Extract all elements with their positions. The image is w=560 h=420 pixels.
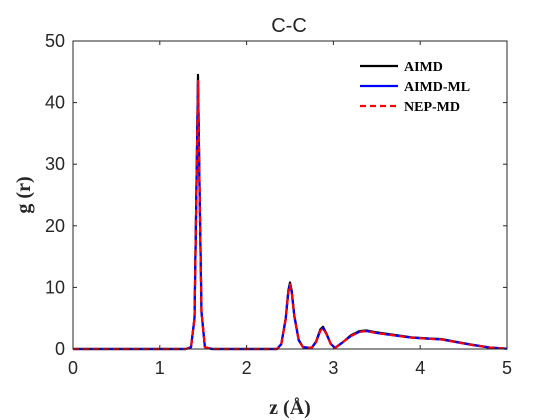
y-tick-label: 10 — [45, 277, 65, 297]
y-axis: 0 10 20 30 40 50 — [45, 31, 507, 359]
series-line-aimd — [73, 73, 508, 351]
x-tick-label: 0 — [68, 358, 78, 378]
x-axis-label: z (Å) — [269, 396, 311, 419]
x-axis: 0 1 2 3 4 5 — [68, 41, 512, 378]
legend-label: AIMD-ML — [404, 80, 470, 95]
x-tick-label: 2 — [242, 358, 252, 378]
x-tick-label: 4 — [415, 358, 425, 378]
series-line-nep-md — [73, 79, 508, 351]
x-tick-label: 3 — [328, 358, 338, 378]
x-tick-label: 5 — [502, 358, 512, 378]
y-tick-label: 20 — [45, 216, 65, 236]
y-axis-label: g (r) — [13, 176, 35, 213]
y-tick-label: 0 — [55, 339, 65, 359]
series-layer — [73, 73, 508, 351]
x-tick-label: 1 — [155, 358, 165, 378]
plot-frame — [72, 40, 508, 350]
y-tick-label: 30 — [45, 154, 65, 174]
y-tick-label: 40 — [45, 93, 65, 113]
legend-label: AIMD — [404, 60, 443, 75]
legend-label: NEP-MD — [404, 100, 460, 115]
legend: AIMD AIMD-ML NEP-MD — [360, 60, 470, 115]
chart-title: C-C — [271, 15, 307, 37]
series-line-aimd-ml — [73, 79, 508, 351]
y-tick-label: 50 — [45, 31, 65, 51]
